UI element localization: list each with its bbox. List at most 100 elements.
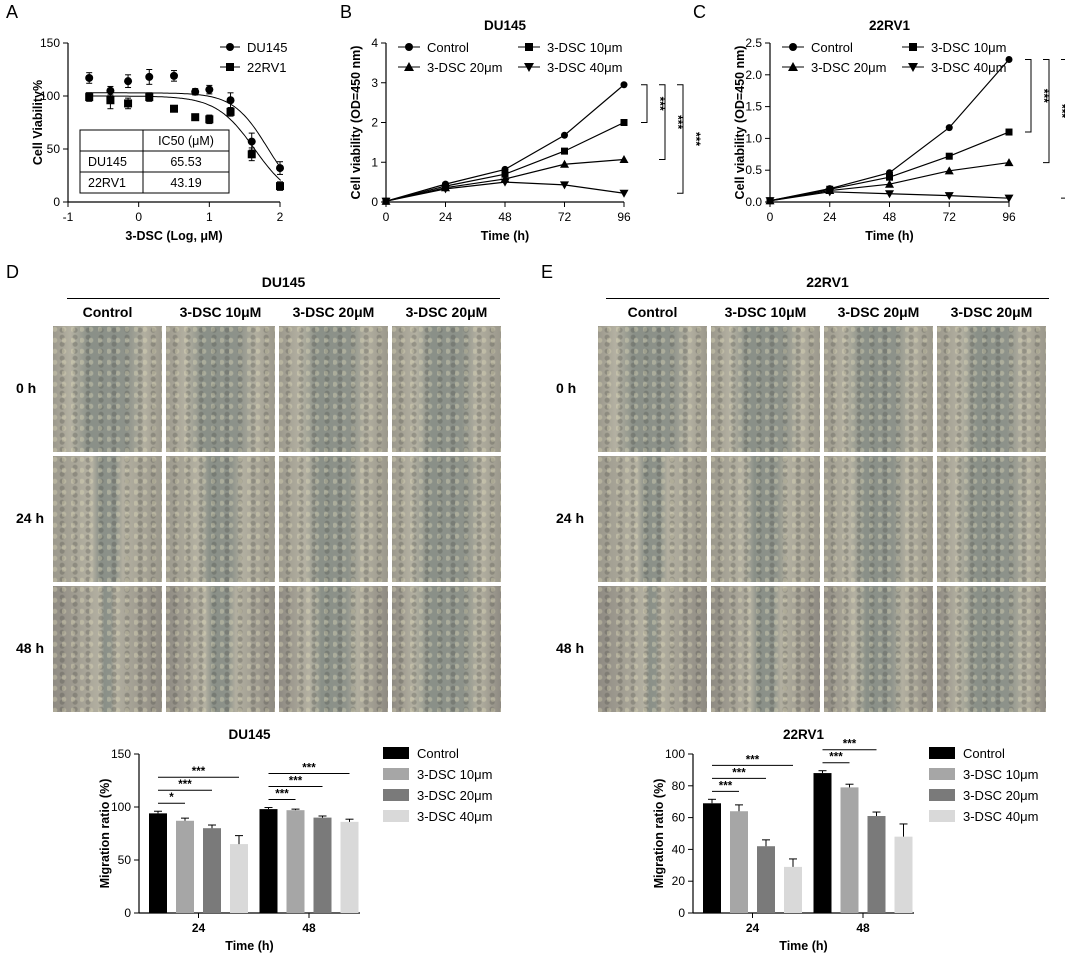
bar-3-dsc-20-m xyxy=(867,816,886,913)
grid-title: 22RV1 xyxy=(806,274,849,290)
panel-letter-e: E xyxy=(541,262,554,282)
bar-control xyxy=(703,803,721,913)
bar-3-dsc-20-m xyxy=(203,828,221,913)
table-text: 43.19 xyxy=(170,176,201,190)
bar-3-dsc-40-m xyxy=(784,866,802,913)
y-tick-label: 3 xyxy=(371,76,378,90)
significance-label: *** xyxy=(302,763,316,775)
point-22rv1 xyxy=(106,96,115,105)
point-du145 xyxy=(85,73,94,82)
bar-3-dsc-20-m xyxy=(757,846,775,913)
y-tick-label: 0 xyxy=(678,906,685,920)
significance-label: *** xyxy=(653,97,667,111)
chart-title: DU145 xyxy=(484,18,527,33)
bar-3-dsc-10-m xyxy=(730,811,748,913)
legend-swatch xyxy=(383,768,409,780)
significance-label: *** xyxy=(1055,104,1065,118)
column-header: 3-DSC 20μM xyxy=(837,304,920,320)
point-22rv1 xyxy=(226,107,235,116)
row-label: 0 h xyxy=(556,380,577,396)
microscopy-image xyxy=(711,456,820,582)
legend-label: Control xyxy=(811,40,853,55)
y-tick-label: 50 xyxy=(47,142,61,156)
legend-label: 3-DSC 10μm xyxy=(547,40,622,55)
point-du145 xyxy=(276,164,284,173)
point-3-dsc-10-m xyxy=(561,147,568,155)
x-tick-label: 1 xyxy=(206,210,213,224)
x-tick-label: -1 xyxy=(63,210,74,224)
legend-marker xyxy=(405,43,413,51)
x-tick-label: 72 xyxy=(943,210,957,224)
point-22rv1 xyxy=(145,93,154,102)
row-label: 0 h xyxy=(16,380,37,396)
column-header: 3-DSC 20μM xyxy=(292,304,375,320)
column-header: 3-DSC 10μM xyxy=(179,304,262,320)
significance-label: *** xyxy=(732,767,746,779)
x-tick-label: 96 xyxy=(1002,210,1016,224)
y-tick-label: 100 xyxy=(40,89,60,103)
legend-marker xyxy=(908,63,918,72)
chart-c-22rv1-viability: 0.0 0.5 1.0 1.5 2.0 2.5 0 24 48 72 96 Time (h) Cell … xyxy=(733,18,1065,243)
x-tick-label: 48 xyxy=(302,921,316,935)
table-text: 65.53 xyxy=(170,155,201,169)
legend-swatch xyxy=(929,768,955,780)
point-22rv1 xyxy=(205,115,214,124)
y-tick-label: 0.5 xyxy=(745,163,762,177)
legend-swatch xyxy=(929,789,955,801)
significance-bracket xyxy=(1043,59,1050,164)
point-3-dsc-10-m xyxy=(886,173,893,181)
legend-label: 22RV1 xyxy=(247,60,287,75)
significance-bracket xyxy=(1061,59,1065,199)
microscopy-image xyxy=(711,326,820,452)
y-tick-label: 1.5 xyxy=(745,100,762,114)
microscopy-image xyxy=(166,326,275,452)
legend-label: 3-DSC 20μm xyxy=(417,788,492,803)
significance-bracket xyxy=(659,84,666,160)
point-3-dsc-40-m xyxy=(619,189,629,198)
x-tick-label: 48 xyxy=(883,210,897,224)
point-3-dsc-40-m xyxy=(885,190,894,199)
legend-label: 3-DSC 10μm xyxy=(963,767,1038,782)
y-axis-label: Cell viability (OD=450 nm) xyxy=(349,46,363,200)
legend-marker-du145 xyxy=(226,43,234,51)
point-control xyxy=(1005,56,1013,64)
legend-marker-22rv1 xyxy=(226,63,234,71)
microscopy-image xyxy=(711,586,820,712)
significance-label: *** xyxy=(719,780,733,792)
point-3-dsc-10-m xyxy=(501,170,509,178)
y-tick-label: 50 xyxy=(118,853,132,867)
legend-marker xyxy=(789,43,797,51)
legend-marker xyxy=(404,62,414,71)
legend-marker xyxy=(524,63,534,72)
bar-3-dsc-40-m xyxy=(340,821,359,913)
microscopy-image xyxy=(279,456,388,582)
significance-bracket xyxy=(641,84,648,123)
bar-3-dsc-40-m xyxy=(894,836,913,913)
legend-label: 3-DSC 20μm xyxy=(963,788,1038,803)
table-text: 22RV1 xyxy=(88,176,126,190)
significance-label: *** xyxy=(1037,89,1051,103)
point-du145 xyxy=(106,86,115,95)
legend-swatch xyxy=(383,810,409,822)
legend-marker xyxy=(909,43,917,51)
x-tick-label: 24 xyxy=(746,921,760,935)
microscopy-image xyxy=(392,456,501,582)
y-tick-label: 100 xyxy=(665,747,685,761)
bar-3-dsc-40-m xyxy=(230,844,248,913)
x-axis-label: Time (h) xyxy=(225,939,273,953)
chart-title: 22RV1 xyxy=(783,727,825,742)
point-3-dsc-20-m xyxy=(560,159,569,168)
x-axis-label: Time (h) xyxy=(865,229,913,243)
microscopy-image xyxy=(824,456,933,582)
x-tick-label: 0 xyxy=(383,210,390,224)
row-label: 48 h xyxy=(16,640,45,656)
legend-label: Control xyxy=(427,40,469,55)
microscopy-image xyxy=(279,326,388,452)
x-axis-label: Time (h) xyxy=(481,229,529,243)
point-du145 xyxy=(145,72,154,81)
x-axis-label: 3-DSC (Log, μM) xyxy=(125,229,222,243)
y-axis-label: Cell Viability% xyxy=(31,80,45,165)
y-tick-label: 0 xyxy=(124,906,131,920)
panel-letter-b: B xyxy=(340,2,353,22)
